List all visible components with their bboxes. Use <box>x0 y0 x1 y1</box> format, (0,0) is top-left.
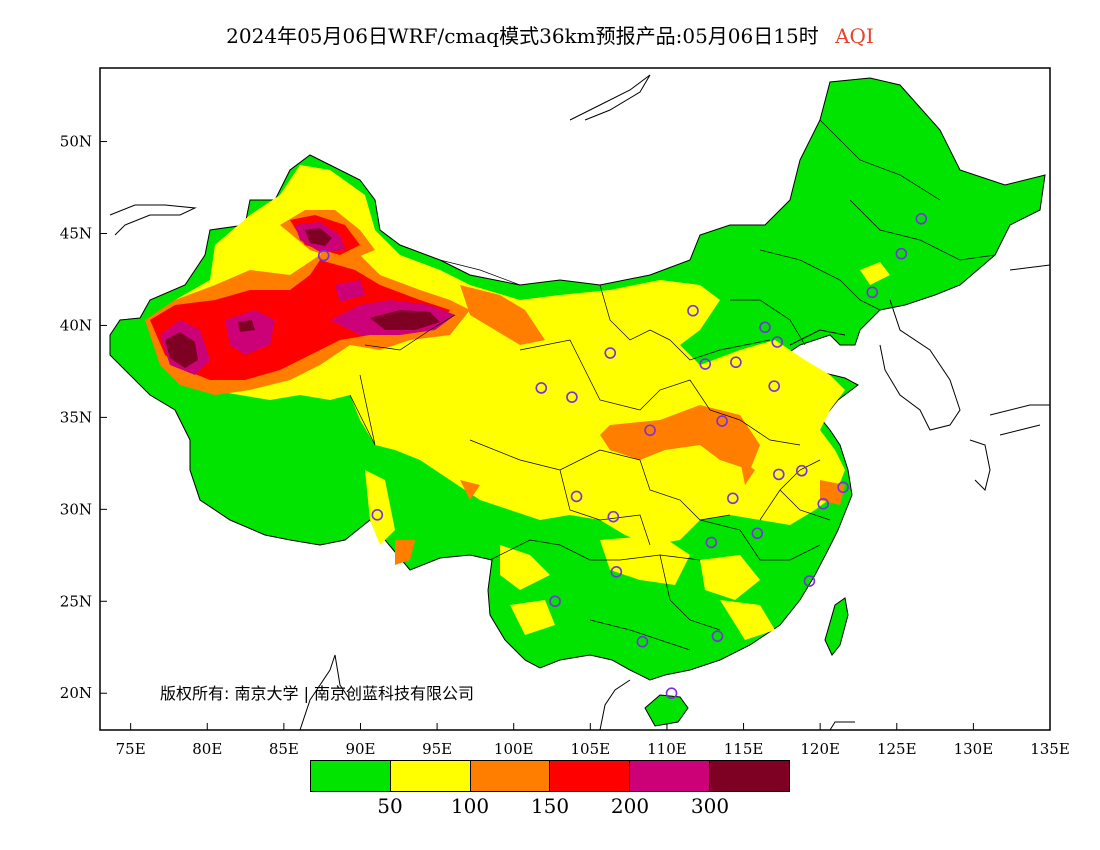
monitoring-station-marker <box>549 595 561 608</box>
latitude-axis: 50N 45N 40N 35N 30N 25N 20N <box>60 133 107 702</box>
legend-label: 300 <box>690 794 730 818</box>
lon-tick-label: 125E <box>877 740 917 758</box>
monitoring-station-marker <box>727 492 739 505</box>
lon-tick-label: 75E <box>116 740 146 758</box>
monitoring-station-marker <box>915 212 928 225</box>
legend-label: 150 <box>530 794 570 818</box>
station-markers <box>317 212 928 700</box>
map-frame <box>99 67 1051 731</box>
monitoring-station-marker <box>699 358 712 370</box>
aqi-color-legend <box>310 760 790 792</box>
lat-tick-label: 35N <box>60 408 92 426</box>
lon-tick-label: 110E <box>647 740 687 758</box>
legend-swatch <box>630 761 711 791</box>
monitoring-station-marker <box>837 481 849 494</box>
monitoring-station-marker <box>866 286 879 299</box>
monitoring-station-marker <box>566 391 578 403</box>
lon-tick-label: 115E <box>724 740 764 758</box>
lat-tick-label: 40N <box>60 316 92 334</box>
lon-tick-label: 120E <box>800 740 840 758</box>
monitoring-station-marker <box>705 536 718 549</box>
legend-label: 200 <box>610 794 650 818</box>
monitoring-station-marker <box>665 687 678 700</box>
legend-swatch <box>710 761 789 791</box>
monitoring-station-marker <box>535 382 548 394</box>
legend-swatch <box>311 761 391 791</box>
map-title: 2024年05月06日WRF/cmaq模式36km预报产品:05月06日15时 … <box>0 20 1100 49</box>
monitoring-station-marker <box>604 347 617 359</box>
lon-tick-label: 130E <box>954 740 994 758</box>
monitoring-station-marker <box>803 575 816 587</box>
monitoring-station-marker <box>895 247 908 260</box>
lat-tick-label: 20N <box>60 684 92 702</box>
map-title-main: 2024年05月06日WRF/cmaq模式36km预报产品:05月06日15时 <box>226 24 819 48</box>
legend-label: 50 <box>377 794 403 818</box>
map-title-variable: AQI <box>835 24 874 48</box>
monitoring-station-marker <box>607 510 620 523</box>
monitoring-station-marker <box>759 321 771 334</box>
lon-tick-label: 100E <box>494 740 534 758</box>
monitoring-station-marker <box>768 380 780 392</box>
monitoring-station-marker <box>716 415 728 427</box>
lon-tick-label: 105E <box>571 740 611 758</box>
monitoring-station-marker <box>730 356 742 369</box>
province-borders <box>349 119 996 651</box>
monitoring-station-marker <box>317 249 330 262</box>
monitoring-station-marker <box>610 566 623 578</box>
longitude-axis: 75E 80E 85E 90E 95E 100E 105E 110E 115E 120E 125E 1… <box>116 723 1070 758</box>
legend-label: 100 <box>450 794 490 818</box>
monitoring-station-marker <box>570 490 583 503</box>
monitoring-station-marker <box>795 464 808 477</box>
monitoring-station-marker <box>644 424 656 437</box>
copyright-notice: 版权所有: 南京大学 | 南京创蓝科技有限公司 <box>160 684 475 703</box>
taiwan-island <box>824 597 849 656</box>
hainan-island <box>644 694 689 727</box>
lon-tick-label: 90E <box>345 740 375 758</box>
legend-swatch <box>550 761 631 791</box>
lon-tick-label: 135E <box>1030 740 1070 758</box>
monitoring-station-marker <box>371 509 384 521</box>
monitoring-station-marker <box>711 630 724 643</box>
neighbor-coastlines <box>109 74 1050 730</box>
map-plot-area <box>100 68 1050 730</box>
lon-tick-label: 85E <box>269 740 299 758</box>
monitoring-station-marker <box>772 468 785 481</box>
monitoring-station-marker <box>687 304 699 317</box>
lat-tick-label: 30N <box>60 500 92 518</box>
monitoring-station-marker <box>751 527 764 540</box>
lat-tick-label: 50N <box>60 133 92 151</box>
monitoring-station-marker <box>771 336 784 348</box>
lon-tick-label: 95E <box>422 740 452 758</box>
aqi-maroon-zones <box>165 228 440 368</box>
lat-tick-label: 45N <box>60 225 92 243</box>
monitoring-station-marker <box>817 498 830 510</box>
lon-tick-label: 80E <box>192 740 222 758</box>
monitoring-station-marker <box>636 635 649 648</box>
legend-swatch <box>470 761 551 791</box>
legend-swatch <box>390 761 471 791</box>
lat-tick-label: 25N <box>60 592 92 610</box>
